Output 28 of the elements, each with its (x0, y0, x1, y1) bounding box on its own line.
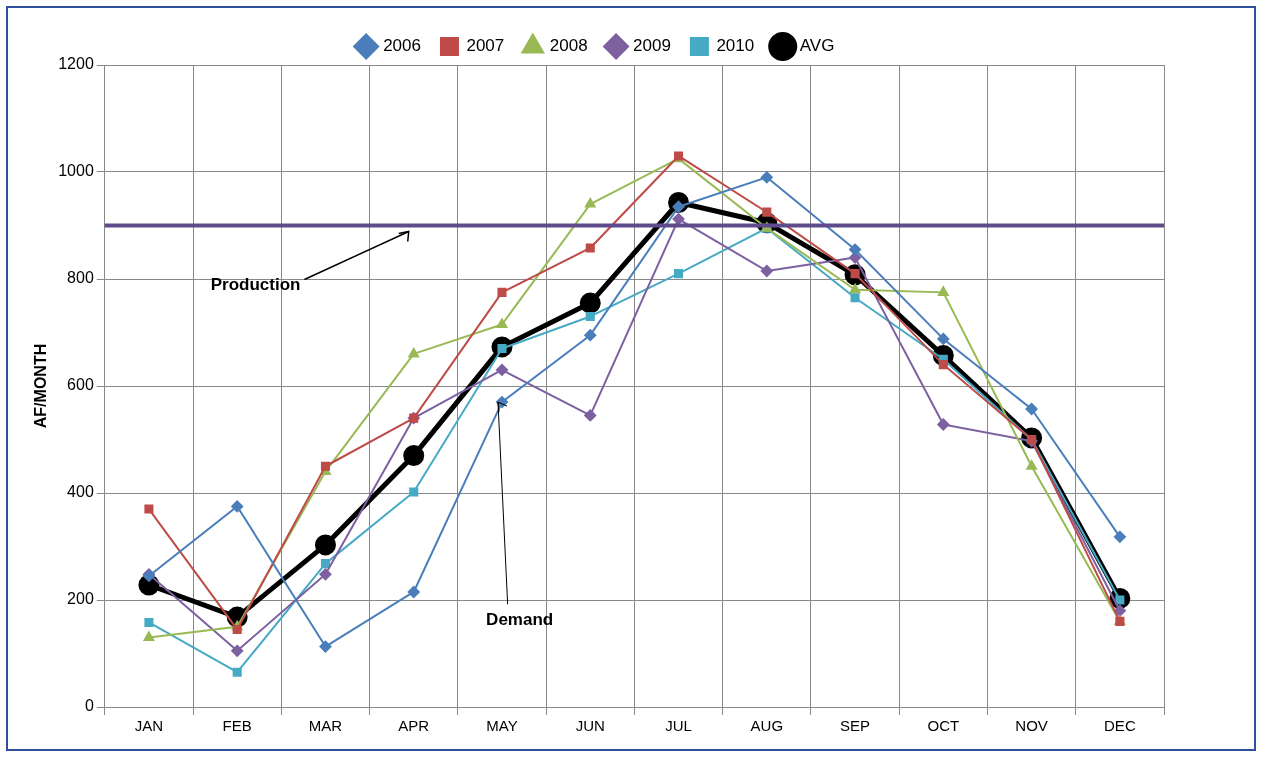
x-tick-label: SEP (840, 717, 871, 735)
y-tick-label: 200 (67, 590, 94, 608)
x-tick-label: JAN (134, 717, 164, 735)
x-tick-label: MAR (308, 717, 343, 735)
x-tick-label: APR (398, 717, 430, 735)
ref-line-label: Production (210, 275, 301, 295)
y-tick-label: 1000 (58, 162, 94, 180)
x-tick-label: JUL (665, 717, 692, 735)
legend-label: 2010 (716, 36, 755, 56)
legend-label: 2008 (549, 36, 588, 56)
x-tick-label: NOV (1015, 717, 1048, 735)
x-tick-label: JUN (575, 717, 605, 735)
legend-label: 2007 (466, 36, 505, 56)
y-tick-label: 1200 (58, 55, 94, 73)
x-tick-label: AUG (750, 717, 784, 735)
legend-label: 2006 (383, 36, 421, 56)
y-tick-label: 800 (67, 269, 94, 287)
x-tick-label: FEB (222, 717, 252, 735)
legend-label: 2009 (633, 36, 671, 56)
y-axis-title: AF/MONTH (32, 343, 50, 429)
legend-label: AVG (799, 36, 835, 56)
y-tick-label: 0 (84, 697, 94, 715)
annotation: Demand (486, 610, 554, 630)
x-tick-label: DEC (1104, 717, 1136, 735)
y-tick-label: 600 (67, 376, 94, 394)
x-tick-label: MAY (486, 717, 518, 735)
x-tick-label: OCT (927, 717, 960, 735)
y-tick-label: 400 (67, 483, 94, 501)
